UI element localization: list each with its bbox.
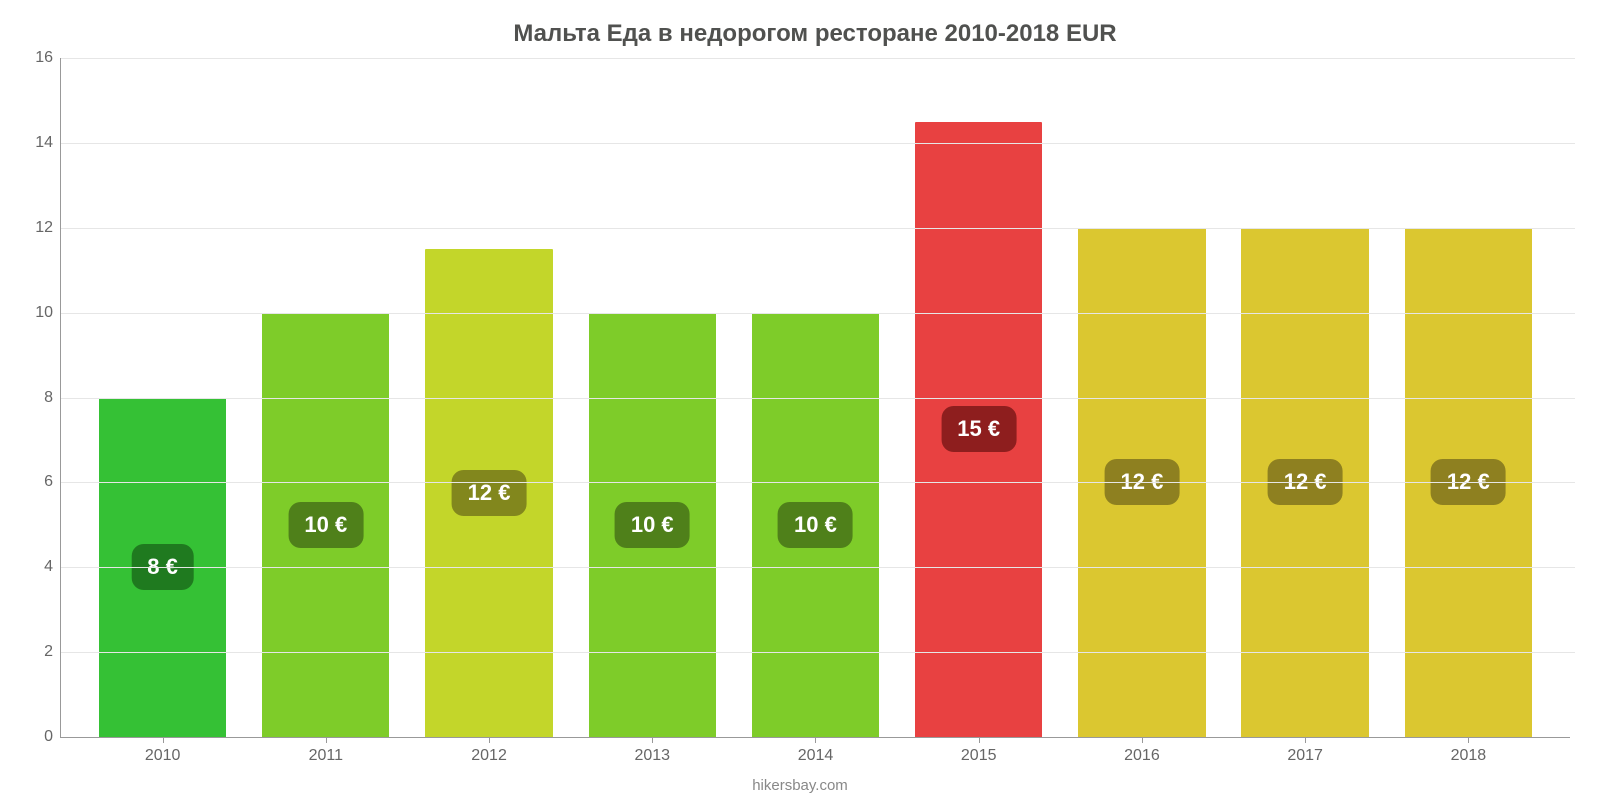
- y-axis-tick: 12: [21, 219, 53, 237]
- x-axis-tick: 2016: [1124, 747, 1160, 765]
- bar-value-label: 10 €: [778, 502, 853, 548]
- x-tick-mark: [1468, 737, 1469, 743]
- bar-value-label: 15 €: [941, 406, 1016, 452]
- y-axis-tick: 2: [21, 643, 53, 661]
- x-axis-tick: 2014: [798, 747, 834, 765]
- x-axis-tick: 2012: [471, 747, 507, 765]
- y-axis-tick: 10: [21, 304, 53, 322]
- grid-line: [61, 482, 1575, 483]
- y-axis-tick: 8: [21, 389, 53, 407]
- grid-line: [61, 58, 1575, 59]
- x-tick-mark: [163, 737, 164, 743]
- x-tick-mark: [815, 737, 816, 743]
- grid-line: [61, 567, 1575, 568]
- x-axis-tick: 2010: [145, 747, 181, 765]
- bar: 15 €: [915, 122, 1042, 737]
- y-axis-tick: 6: [21, 473, 53, 491]
- y-axis-tick: 4: [21, 558, 53, 576]
- x-tick-mark: [1142, 737, 1143, 743]
- grid-line: [61, 313, 1575, 314]
- grid-line: [61, 228, 1575, 229]
- x-tick-mark: [489, 737, 490, 743]
- grid-line: [61, 652, 1575, 653]
- bar: 10 €: [262, 313, 389, 737]
- x-axis-tick: 2017: [1287, 747, 1323, 765]
- x-tick-mark: [326, 737, 327, 743]
- x-tick-mark: [979, 737, 980, 743]
- y-axis-tick: 0: [21, 728, 53, 746]
- x-axis-tick: 2013: [634, 747, 670, 765]
- y-axis-tick: 16: [21, 49, 53, 67]
- source-label: hikersbay.com: [0, 777, 1600, 794]
- bar-value-label: 12 €: [452, 470, 527, 516]
- bar-value-label: 10 €: [615, 502, 690, 548]
- bar: 10 €: [752, 313, 879, 737]
- bar-value-label: 10 €: [288, 502, 363, 548]
- grid-line: [61, 398, 1575, 399]
- x-tick-mark: [1305, 737, 1306, 743]
- chart-title: Мальта Еда в недорогом ресторане 2010-20…: [60, 20, 1570, 48]
- x-axis-tick: 2018: [1451, 747, 1487, 765]
- x-tick-mark: [652, 737, 653, 743]
- bar: 10 €: [589, 313, 716, 737]
- x-axis-tick: 2011: [309, 747, 343, 765]
- plot-area: 8 €201010 €201112 €201210 €201310 €20141…: [60, 58, 1570, 738]
- chart-container: Мальта Еда в недорогом ресторане 2010-20…: [0, 0, 1600, 800]
- bar: 12 €: [425, 249, 552, 737]
- y-axis-tick: 14: [21, 134, 53, 152]
- grid-line: [61, 143, 1575, 144]
- x-axis-tick: 2015: [961, 747, 997, 765]
